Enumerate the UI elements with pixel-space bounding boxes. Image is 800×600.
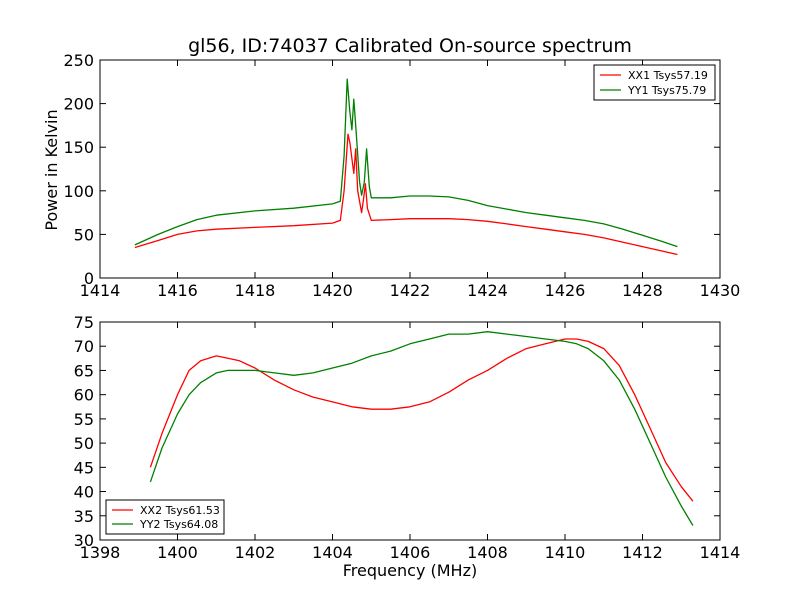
- y-tick-label: 50: [74, 225, 94, 244]
- y-tick-label: 50: [74, 434, 94, 453]
- x-tick-label: 1418: [235, 281, 276, 300]
- legend-label-yy2: YY2 Tsys64.08: [139, 518, 218, 531]
- x-axis-label-bottom: Frequency (MHz): [343, 561, 477, 580]
- x-tick-label: 1426: [545, 281, 586, 300]
- y-tick-label: 40: [74, 483, 94, 502]
- bottom-legend: XX2 Tsys61.53 YY2 Tsys64.08: [105, 499, 225, 535]
- y-tick-label: 65: [74, 361, 94, 380]
- series-line-yy1: [134, 78, 678, 248]
- top-legend: XX1 Tsys57.19 YY1 Tsys75.79: [593, 64, 716, 101]
- chart-title: gl56, ID:74037 Calibrated On-source spec…: [188, 35, 632, 57]
- top-plot: gl56, ID:74037 Calibrated On-source spec…: [42, 35, 740, 300]
- x-tick-label: 1414: [700, 543, 741, 562]
- y-tick-label: 60: [74, 386, 94, 405]
- x-tick-label: 1408: [467, 543, 508, 562]
- series-line-xx2: [149, 338, 694, 502]
- bottom-plot-frame: [99, 321, 721, 541]
- y-tick-label: 75: [74, 313, 94, 332]
- bottom-plot: Frequency (MHz) 1398 1400 1402 1404 1406 1408…: [74, 313, 741, 580]
- x-tick-label: 1430: [700, 281, 741, 300]
- x-tick-label: 1398: [80, 543, 121, 562]
- series-line-xx1: [134, 133, 678, 256]
- legend-label-xx2: XX2 Tsys61.53: [140, 504, 220, 517]
- top-plot-frame: [99, 59, 721, 279]
- y-tick-label: 150: [63, 138, 94, 157]
- y-tick-label: 70: [74, 337, 94, 356]
- y-tick-label: 0: [84, 269, 94, 288]
- x-tick-label: 1402: [235, 543, 276, 562]
- top-axis-ticks: 1414 1416 1418 1420 1422 1424 1426 1428 1430 0 50 1…: [63, 51, 740, 300]
- x-tick-label: 1422: [390, 281, 431, 300]
- series-line-yy2: [149, 331, 694, 526]
- y-tick-label: 100: [63, 182, 94, 201]
- x-tick-label: 1400: [157, 543, 198, 562]
- y-axis-label-top: Power in Kelvin: [42, 109, 61, 230]
- y-tick-label: 200: [63, 95, 94, 114]
- bottom-series-group: [149, 331, 694, 526]
- bottom-axis-ticks: 1398 1400 1402 1404 1406 1408 1410 1412 1414 30 35…: [74, 313, 741, 562]
- legend-label-xx1: XX1 Tsys57.19: [628, 69, 708, 82]
- x-tick-label: 1416: [157, 281, 198, 300]
- x-tick-label: 1406: [390, 543, 431, 562]
- legend-label-yy1: YY1 Tsys75.79: [627, 84, 706, 97]
- top-legend-box: [593, 64, 716, 101]
- bottom-legend-box: [105, 499, 225, 535]
- y-tick-label: 45: [74, 458, 94, 477]
- x-tick-label: 1412: [622, 543, 663, 562]
- x-tick-label: 1404: [312, 543, 353, 562]
- x-tick-label: 1420: [312, 281, 353, 300]
- x-tick-label: 1428: [622, 281, 663, 300]
- y-tick-label: 30: [74, 531, 94, 550]
- y-tick-label: 250: [63, 51, 94, 70]
- y-tick-label: 35: [74, 507, 94, 526]
- x-tick-label: 1414: [80, 281, 121, 300]
- y-tick-label: 55: [74, 410, 94, 429]
- top-series-group: [134, 78, 678, 256]
- x-tick-label: 1410: [545, 543, 586, 562]
- x-tick-label: 1424: [467, 281, 508, 300]
